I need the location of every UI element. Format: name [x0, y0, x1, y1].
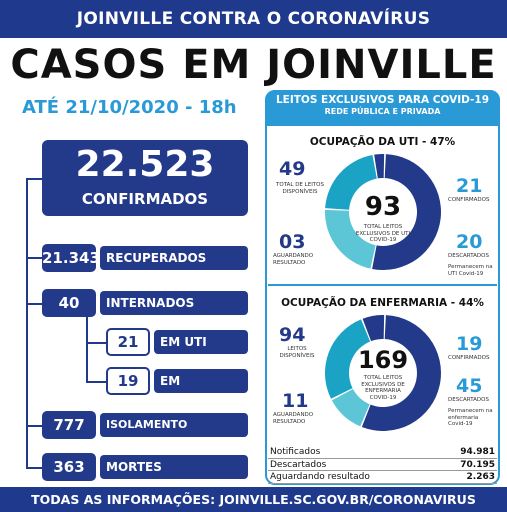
- recovered-value: 21.343: [42, 244, 100, 272]
- deaths-label: MORTES: [100, 455, 248, 479]
- table-row: Aguardando resultado 2.263: [268, 471, 497, 484]
- connector-line: [26, 178, 44, 180]
- ward-awaiting-text: AGUARDANDO RESULTADO: [273, 412, 314, 425]
- ward-discarded-note: Permanecem na enfermaria Covid-19: [448, 408, 493, 427]
- table-row-value: 94.981: [460, 447, 495, 457]
- icu-value: 21: [106, 328, 150, 356]
- uti-donut-chart: [325, 154, 441, 270]
- table-row-value: 2.263: [466, 472, 495, 482]
- recovered-label: RECUPERADOS: [100, 246, 248, 270]
- slice-confirmed: [325, 209, 376, 269]
- confirmed-label: CONFIRMADOS: [81, 190, 209, 208]
- connector-line: [26, 467, 44, 469]
- ward-confirmed: 19: [456, 333, 483, 355]
- beds-title: LEITOS EXCLUSIVOS PARA COVID-19: [275, 94, 490, 106]
- banner: JOINVILLE CONTRA O CORONAVÍRUS: [0, 0, 507, 38]
- donut-hole: [351, 341, 415, 405]
- uti-available-text: TOTAL DE LEITOS DISPONÍVEIS: [276, 182, 324, 195]
- icu-stat: 21 EM UTI: [106, 328, 248, 356]
- summary-table: Notificados 94.981 Descartados 70.195 Agua…: [268, 446, 497, 484]
- icu-label: EM UTI: [154, 330, 248, 354]
- uti-total: 93: [364, 192, 402, 222]
- slice-discarded: [325, 319, 371, 399]
- ward-donut-chart: [325, 315, 441, 431]
- ward-total: 169: [357, 346, 409, 374]
- uti-confirmed: 21: [456, 175, 483, 197]
- connector-line: [26, 303, 44, 305]
- hospitalized-label: INTERNADOS: [100, 291, 248, 315]
- isolation-stat: 777 ISOLAMENTO DOMICILIAR: [42, 411, 248, 455]
- ward-awaiting: 11: [282, 390, 309, 412]
- deaths-value: 363: [42, 453, 96, 481]
- table-row: Descartados 70.195: [268, 459, 497, 471]
- connector-line: [86, 342, 108, 344]
- donut-hole: [351, 180, 415, 244]
- table-row-label: Aguardando resultado: [270, 472, 370, 482]
- ward-available-text: LEITOS DISPONÍVEIS: [279, 346, 315, 359]
- uti-available: 49: [279, 158, 306, 180]
- confirmed-card: 22.523 CONFIRMADOS: [42, 140, 248, 216]
- ward-value: 19: [106, 367, 150, 395]
- date-label: ATÉ 21/10/2020 - 18h: [22, 97, 237, 118]
- ward-discarded: 45: [456, 375, 483, 397]
- page-title: CASOS EM JOINVILLE: [10, 42, 497, 88]
- connector-line: [26, 257, 44, 259]
- uti-discarded-text: DESCARTADOS: [448, 253, 489, 259]
- uti-title: OCUPAÇÃO DA UTI - 47%: [309, 136, 456, 148]
- connector-line: [86, 381, 108, 383]
- slice-confirmed: [331, 389, 370, 427]
- slice-discarded: [325, 154, 377, 210]
- ward-available: 94: [279, 324, 306, 346]
- ward-total-text: TOTAL LEITOS EXCLUSIVOS DE ENFERMARIA CO…: [361, 375, 405, 401]
- slice-available: [372, 154, 441, 270]
- isolation-value: 777: [42, 411, 96, 439]
- slice-available: [361, 315, 441, 431]
- uti-awaiting: 03: [279, 231, 306, 253]
- beds-subtitle: REDE PÚBLICA E PRIVADA: [324, 107, 441, 116]
- hospitalized-value: 40: [42, 289, 96, 317]
- uti-discarded-note: Permanecem na UTI Covid-19: [448, 264, 493, 277]
- uti-total-text: TOTAL LEITOS EXCLUSIVOS DE UTI COVID-19: [355, 224, 411, 243]
- connector-line: [86, 316, 88, 382]
- slice-awaiting: [374, 154, 385, 179]
- table-row-value: 70.195: [460, 459, 495, 470]
- isolation-label: ISOLAMENTO DOMICILIAR: [100, 413, 248, 455]
- recovered-stat: 21.343 RECUPERADOS: [42, 244, 248, 272]
- ward-confirmed-text: CONFIRMADOS: [448, 355, 490, 361]
- table-row: Notificados 94.981: [268, 446, 497, 459]
- uti-confirmed-text: CONFIRMADOS: [448, 197, 490, 203]
- uti-awaiting-text: AGUARDANDO RESULTADO: [273, 253, 314, 266]
- ward-stat: 19 EM ENFERMARIA: [106, 367, 248, 412]
- ward-discarded-text: DESCARTADOS: [448, 397, 489, 403]
- deaths-stat: 363 MORTES: [42, 453, 248, 481]
- beds-panel-header: LEITOS EXCLUSIVOS PARA COVID-19 REDE PÚB…: [265, 90, 500, 126]
- section-divider: [268, 284, 497, 286]
- ward-title: OCUPAÇÃO DA ENFERMARIA - 44%: [281, 297, 484, 309]
- ward-label: EM ENFERMARIA: [154, 369, 248, 412]
- uti-discarded: 20: [456, 231, 483, 253]
- hospitalized-stat: 40 INTERNADOS: [42, 289, 248, 317]
- confirmed-value: 22.523: [75, 144, 215, 185]
- slice-awaiting: [362, 315, 385, 342]
- table-row-label: Notificados: [270, 447, 321, 457]
- connector-line: [26, 178, 28, 468]
- table-row-label: Descartados: [270, 459, 327, 470]
- footer-link[interactable]: TODAS AS INFORMAÇÕES: JOINVILLE.SC.GOV.B…: [0, 487, 507, 512]
- connector-line: [26, 425, 44, 427]
